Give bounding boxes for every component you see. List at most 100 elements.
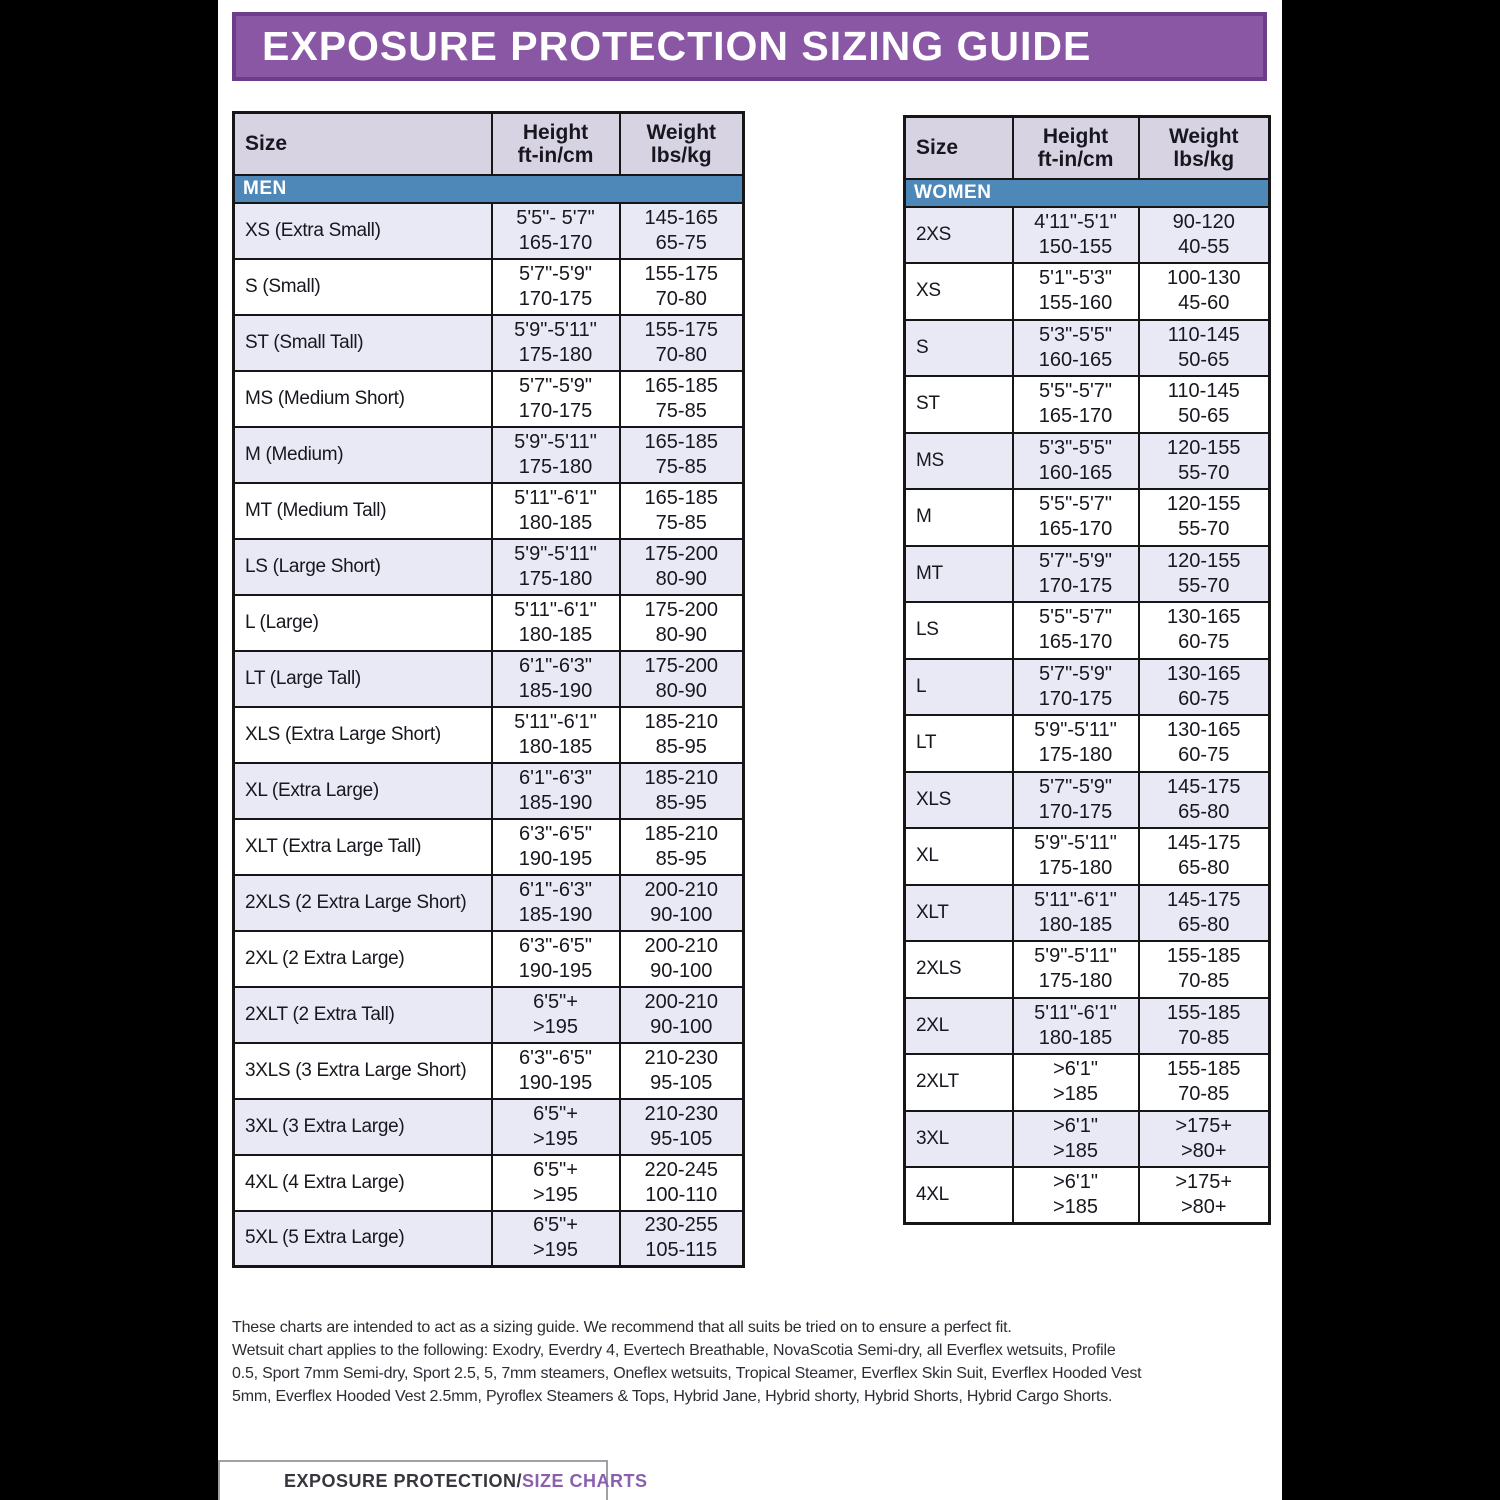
footer-slash: / — [516, 1470, 523, 1491]
weight-cell: 130-165 60-75 — [1137, 601, 1271, 660]
weight-cell: 120-155 55-70 — [1137, 488, 1271, 547]
weight-cell: 200-210 90-100 — [618, 929, 745, 988]
size-cell: 3XL (3 Extra Large) — [232, 1097, 493, 1156]
height-cell-line: >195 — [532, 1015, 579, 1038]
table-row: XLT 5'11"-6'1" 180-185 145-175 65-80 — [903, 883, 1271, 942]
height-cell-line: 5'3"-5'5" — [1039, 323, 1112, 346]
table-row: 2XLS (2 Extra Large Short) 6'1"-6'3" 185-1… — [232, 873, 745, 932]
height-cell-line: >185 — [1052, 1139, 1099, 1162]
weight-cell-line: 155-185 — [1167, 1001, 1241, 1024]
weight-cell: 120-155 55-70 — [1137, 431, 1271, 490]
weight-cell: 185-210 85-95 — [618, 761, 745, 820]
size-cell: XLT (Extra Large Tall) — [232, 817, 493, 876]
weight-cell-line: 175-200 — [644, 542, 718, 565]
weight-cell-line: 85-95 — [655, 735, 707, 758]
table-row: 5XL (5 Extra Large) 6'5"+ >195 230-255 105-1… — [232, 1209, 745, 1268]
height-cell: 5'11"-6'1" 180-185 — [490, 481, 621, 540]
weight-cell-line: 155-185 — [1167, 945, 1241, 968]
weight-cell-line: 185-210 — [644, 710, 718, 733]
height-cell: 6'5"+ >195 — [490, 1209, 621, 1268]
height-cell-line: 5'11"-6'1" — [514, 486, 597, 509]
height-cell-line: 5'5"-5'7" — [1039, 380, 1112, 403]
height-cell-line: 165-170 — [1038, 518, 1113, 541]
weight-cell-line: 165-185 — [644, 486, 718, 509]
height-cell-line: 6'3"-6'5" — [519, 822, 592, 845]
weight-cell: 120-155 55-70 — [1137, 544, 1271, 603]
height-cell: 5'5"- 5'7" 165-170 — [490, 201, 621, 260]
weight-cell: 130-165 60-75 — [1137, 657, 1271, 716]
column-header-weight-units: lbs/kg — [1173, 147, 1235, 171]
weight-cell: 210-230 95-105 — [618, 1041, 745, 1100]
height-cell: >6'1" >185 — [1011, 1109, 1140, 1168]
height-cell: 5'3"-5'5" 160-165 — [1011, 318, 1140, 377]
weight-cell-line: 120-155 — [1167, 549, 1241, 572]
height-cell-line: 6'1"-6'3" — [519, 766, 592, 789]
table-row: LS (Large Short) 5'9"-5'11" 175-180 175-200… — [232, 537, 745, 596]
size-cell: XLT — [903, 883, 1014, 942]
height-cell: 5'5"-5'7" 165-170 — [1011, 601, 1140, 660]
size-cell: 3XLS (3 Extra Large Short) — [232, 1041, 493, 1100]
table-row: LS 5'5"-5'7" 165-170 130-165 60-75 — [903, 601, 1271, 660]
weight-cell-line: 200-210 — [644, 934, 718, 957]
weight-cell-line: 65-75 — [655, 231, 707, 254]
weight-cell-line: 110-145 — [1167, 380, 1240, 403]
height-cell-line: 5'7"-5'9" — [1039, 662, 1112, 685]
weight-cell: 165-185 75-85 — [618, 481, 745, 540]
men-size-table: Size Height ft-in/cm Weight lbs/kg MEN X… — [232, 111, 745, 1268]
column-header-weight-label: Weight — [1168, 124, 1239, 148]
weight-cell-line: 55-70 — [1178, 574, 1230, 597]
size-cell: LT (Large Tall) — [232, 649, 493, 708]
size-cell: 2XS — [903, 205, 1014, 264]
notes-line: These charts are intended to act as a si… — [232, 1319, 1012, 1336]
weight-cell-line: 220-245 — [644, 1158, 718, 1181]
height-cell: 5'9"-5'11" 175-180 — [1011, 714, 1140, 773]
height-cell-line: >195 — [532, 1183, 579, 1206]
height-cell: 6'5"+ >195 — [490, 1153, 621, 1212]
sizing-notes: These charts are intended to act as a si… — [232, 1316, 1278, 1408]
weight-cell-line: 110-145 — [1167, 323, 1240, 346]
size-cell: 2XL (2 Extra Large) — [232, 929, 493, 988]
table-row: L 5'7"-5'9" 170-175 130-165 60-75 — [903, 657, 1271, 716]
weight-cell-line: 90-100 — [650, 903, 713, 926]
height-cell-line: 5'9"-5'11" — [514, 542, 597, 565]
weight-cell-line: 70-80 — [655, 287, 707, 310]
height-cell: 5'3"-5'5" 160-165 — [1011, 431, 1140, 490]
weight-cell-line: 200-210 — [644, 990, 718, 1013]
height-cell-line: 175-180 — [1038, 857, 1113, 880]
column-header-height: Height ft-in/cm — [1011, 115, 1140, 180]
height-cell-line: >6'1" — [1053, 1058, 1098, 1081]
weight-cell: 145-175 65-80 — [1137, 770, 1271, 829]
size-cell: XS — [903, 262, 1014, 321]
weight-cell-line: 210-230 — [644, 1046, 718, 1069]
weight-cell-line: 80-90 — [655, 567, 707, 590]
notes-line: Wetsuit chart applies to the following: … — [232, 1342, 1116, 1359]
weight-cell-line: 70-85 — [1178, 970, 1230, 993]
column-header-weight-label: Weight — [646, 120, 717, 144]
weight-cell: 210-230 95-105 — [618, 1097, 745, 1156]
height-cell-line: 175-180 — [1038, 744, 1113, 767]
height-cell: 6'3"-6'5" 190-195 — [490, 817, 621, 876]
weight-cell: 155-185 70-85 — [1137, 1053, 1271, 1112]
height-cell-line: 175-180 — [518, 567, 593, 590]
height-cell-line: 5'11"-6'1" — [514, 598, 597, 621]
weight-cell-line: 165-185 — [644, 430, 718, 453]
footer-section-label: EXPOSURE PROTECTION — [284, 1470, 517, 1491]
weight-cell-line: 145-175 — [1167, 832, 1241, 855]
height-cell: 5'11"-6'1" 180-185 — [490, 705, 621, 764]
height-cell: 5'9"-5'11" 175-180 — [490, 313, 621, 372]
height-cell-line: 5'9"-5'11" — [1034, 945, 1117, 968]
weight-cell-line: 70-80 — [655, 343, 707, 366]
size-cell: S — [903, 318, 1014, 377]
weight-cell-line: 145-175 — [1167, 775, 1241, 798]
weight-cell-line: 100-110 — [645, 1183, 718, 1206]
height-cell: 5'9"-5'11" 175-180 — [1011, 827, 1140, 886]
table-row: S (Small) 5'7"-5'9" 170-175 155-175 70-80 — [232, 257, 745, 316]
height-cell-line: >195 — [532, 1127, 579, 1150]
weight-cell-line: 90-100 — [650, 1015, 713, 1038]
height-cell-line: 185-190 — [518, 679, 593, 702]
size-cell: XLS — [903, 770, 1014, 829]
footer-tab: EXPOSURE PROTECTION/SIZE CHARTS — [218, 1460, 647, 1500]
weight-cell-line: 80-90 — [655, 623, 707, 646]
size-cell: 4XL (4 Extra Large) — [232, 1153, 493, 1212]
